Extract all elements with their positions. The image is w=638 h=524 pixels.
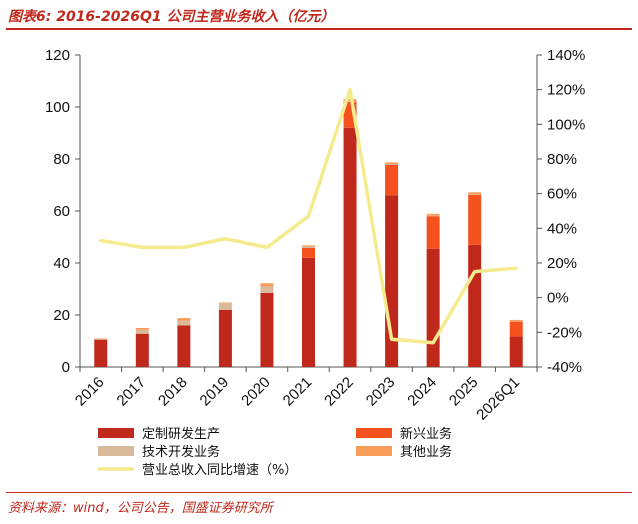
bar-segment xyxy=(260,283,274,287)
legend-label: 其他业务 xyxy=(400,444,452,460)
right-tick-label: 20% xyxy=(547,255,577,272)
legend-label: 定制研发生产 xyxy=(142,426,220,442)
bar-segment xyxy=(385,164,399,196)
bar-segment xyxy=(135,328,149,330)
legend-swatch xyxy=(356,446,392,456)
bar-segment xyxy=(509,321,523,337)
x-tick-label: 2016 xyxy=(72,374,108,410)
bar-segment xyxy=(426,215,440,217)
bar-segment xyxy=(302,257,315,367)
bar-segment xyxy=(385,163,399,165)
bar-segment xyxy=(468,194,482,195)
x-tick-label: 2018 xyxy=(155,374,191,410)
bar-segment xyxy=(426,248,440,367)
bar-segment xyxy=(302,246,315,248)
right-tick-label: -20% xyxy=(547,324,582,341)
bar-segment xyxy=(94,338,108,339)
right-tick-label: 140% xyxy=(547,47,585,64)
bar-segment xyxy=(343,101,357,102)
bar-segment xyxy=(385,162,399,164)
left-tick-label: 40 xyxy=(53,255,70,272)
bar-segment xyxy=(177,320,191,326)
bar-segment xyxy=(509,321,523,322)
left-tick-label: 20 xyxy=(53,307,70,324)
left-tick-label: 120 xyxy=(45,47,70,64)
x-tick-label: 2022 xyxy=(321,374,357,410)
legend-label: 新兴业务 xyxy=(400,426,452,442)
bar-segment xyxy=(135,333,149,367)
right-tick-label: 80% xyxy=(547,151,577,168)
legend-label: 营业总收入同比增速（%） xyxy=(142,463,297,478)
bar-segment xyxy=(177,318,191,321)
bar-segment xyxy=(468,244,482,367)
right-tick-label: 60% xyxy=(547,186,577,203)
x-tick-label: 2019 xyxy=(197,374,233,410)
bar-segment xyxy=(135,329,149,334)
growth-line xyxy=(99,87,518,345)
bar-segment xyxy=(343,127,357,367)
bar-segment xyxy=(302,245,315,247)
legend-swatch xyxy=(98,428,134,438)
legend-swatch xyxy=(98,446,134,456)
legend-swatch xyxy=(356,428,392,438)
right-tick-label: 40% xyxy=(547,220,577,237)
bar-segment xyxy=(218,302,232,304)
left-tick-label: 100 xyxy=(45,99,70,116)
left-tick-label: 60 xyxy=(53,203,70,220)
bar-segment xyxy=(302,247,315,258)
title-rule xyxy=(6,28,632,30)
legend-label: 技术开发业务 xyxy=(142,444,220,460)
x-tick-label: 2020 xyxy=(238,374,274,410)
bar-segment xyxy=(94,339,108,367)
bar-segment xyxy=(260,286,274,293)
bar-segment xyxy=(218,303,232,310)
bar-segment xyxy=(509,336,523,367)
right-tick-label: 0% xyxy=(547,290,569,307)
bar-segment xyxy=(177,325,191,367)
bar-segment xyxy=(218,309,232,367)
x-tick-label: 2026Q1 xyxy=(473,374,523,424)
bar-segment xyxy=(426,213,440,216)
right-tick-label: 120% xyxy=(547,82,585,99)
left-tick-label: 0 xyxy=(62,359,70,376)
source-note: 资料来源：wind，公司公告，国盛证券研究所 xyxy=(8,501,273,516)
x-tick-label: 2024 xyxy=(404,374,440,410)
x-tick-label: 2021 xyxy=(280,374,316,410)
bar-segment xyxy=(94,338,108,340)
x-tick-label: 2017 xyxy=(114,374,150,410)
bar-segment xyxy=(260,292,274,367)
source-rule xyxy=(6,492,632,493)
bar-segment xyxy=(426,216,440,249)
bar-segment xyxy=(468,192,482,195)
bar-segment xyxy=(509,319,523,322)
left-tick-label: 80 xyxy=(53,151,70,168)
chart-title: 图表6: 2016-2026Q1 公司主营业务收入（亿元） xyxy=(8,9,335,25)
x-tick-label: 2023 xyxy=(363,374,399,410)
right-tick-label: 100% xyxy=(547,116,585,133)
x-tick-label: 2025 xyxy=(446,374,482,410)
bar-segment xyxy=(468,194,482,245)
right-tick-label: -40% xyxy=(547,359,582,376)
